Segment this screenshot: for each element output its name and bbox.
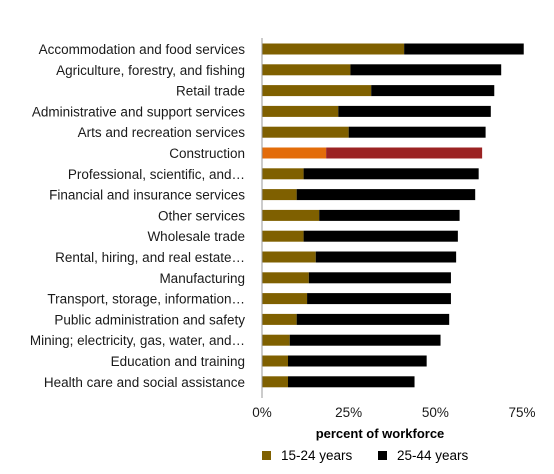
bar-15-24-years-wholesale-trade xyxy=(262,230,304,242)
category-label: Arts and recreation services xyxy=(78,125,246,140)
category-label: Wholesale trade xyxy=(147,229,245,244)
category-label: Other services xyxy=(158,208,245,223)
legend: 15-24 years 25-44 years xyxy=(262,448,469,463)
bar-15-24-years-rental-hiring-and-real-estate xyxy=(262,251,316,263)
bar-25-44-years-arts-and-recreation-services xyxy=(348,126,486,138)
bar-15-24-years-education-and-training xyxy=(262,355,288,367)
bar-15-24-years-agriculture-forestry-and-fishing xyxy=(262,64,351,76)
bar-25-44-years-health-care-and-social-assistance xyxy=(288,376,415,388)
category-label: Manufacturing xyxy=(159,271,245,286)
bar-15-24-years-construction xyxy=(262,147,327,159)
category-labels: Accommodation and food services Agricultu… xyxy=(30,42,245,390)
category-label: Education and training xyxy=(111,354,245,369)
bar-25-44-years-public-administration-and-safety xyxy=(296,313,450,325)
bar-25-44-years-financial-and-insurance-services xyxy=(296,189,476,201)
category-label: Retail trade xyxy=(176,84,245,99)
bar-25-44-years-construction xyxy=(326,147,483,159)
category-label: Agriculture, forestry, and fishing xyxy=(56,63,245,78)
category-label: Transport, storage, information… xyxy=(47,292,245,307)
category-label: Professional, scientific, and… xyxy=(68,167,245,182)
legend-swatch-25-44-years xyxy=(378,451,387,460)
bar-25-44-years-rental-hiring-and-real-estate xyxy=(315,251,457,263)
bar-15-24-years-public-administration-and-safety xyxy=(262,313,297,325)
x-tick-label: 25% xyxy=(335,405,362,420)
bar-25-44-years-retail-trade xyxy=(371,85,495,97)
bar-15-24-years-administrative-and-support-services xyxy=(262,105,339,117)
bar-15-24-years-professional-scientific-and xyxy=(262,168,304,180)
x-tick-label: 75% xyxy=(508,405,535,420)
bar-25-44-years-administrative-and-support-services xyxy=(338,105,491,117)
bar-25-44-years-education-and-training xyxy=(288,355,427,367)
category-label: Mining; electricity, gas, water, and… xyxy=(30,333,245,348)
x-tick-label: 50% xyxy=(422,405,449,420)
bar-15-24-years-financial-and-insurance-services xyxy=(262,189,297,201)
bar-15-24-years-accommodation-and-food-services xyxy=(262,43,405,55)
category-label: Construction xyxy=(169,146,245,161)
bar-15-24-years-mining-electricity-gas-water-and xyxy=(262,334,290,346)
category-label: Administrative and support services xyxy=(32,104,245,119)
bar-25-44-years-wholesale-trade xyxy=(303,230,458,242)
bars-group xyxy=(262,43,524,388)
category-label: Rental, hiring, and real estate… xyxy=(55,250,245,265)
legend-label-15-24-years: 15-24 years xyxy=(281,448,353,463)
category-label: Accommodation and food services xyxy=(39,42,246,57)
category-label: Health care and social assistance xyxy=(44,375,245,390)
bar-25-44-years-mining-electricity-gas-water-and xyxy=(289,334,441,346)
legend-swatch-15-24-years xyxy=(262,451,271,460)
bar-25-44-years-professional-scientific-and xyxy=(303,168,479,180)
bar-15-24-years-arts-and-recreation-services xyxy=(262,126,349,138)
bar-25-44-years-accommodation-and-food-services xyxy=(404,43,524,55)
category-label: Public administration and safety xyxy=(54,312,245,327)
x-axis-ticks: 0% 25% 50% 75% xyxy=(252,405,535,420)
legend-label-25-44-years: 25-44 years xyxy=(397,448,469,463)
bar-25-44-years-transport-storage-information xyxy=(307,293,451,305)
x-tick-label: 0% xyxy=(252,405,272,420)
bar-15-24-years-transport-storage-information xyxy=(262,293,308,305)
bar-15-24-years-manufacturing xyxy=(262,272,309,284)
category-label: Financial and insurance services xyxy=(49,188,245,203)
bar-15-24-years-health-care-and-social-assistance xyxy=(262,376,288,388)
bar-25-44-years-other-services xyxy=(319,209,460,221)
bar-25-44-years-agriculture-forestry-and-fishing xyxy=(350,64,502,76)
bar-15-24-years-retail-trade xyxy=(262,85,372,97)
bar-15-24-years-other-services xyxy=(262,209,320,221)
x-axis-label: percent of workforce xyxy=(316,426,445,441)
bar-25-44-years-manufacturing xyxy=(308,272,451,284)
